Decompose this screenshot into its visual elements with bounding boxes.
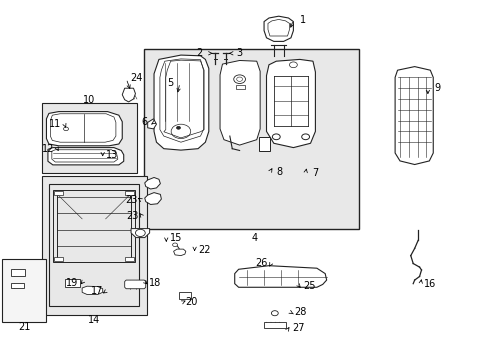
Text: 20: 20 bbox=[185, 297, 198, 307]
Polygon shape bbox=[173, 249, 185, 256]
Text: 4: 4 bbox=[251, 233, 257, 243]
Polygon shape bbox=[144, 193, 161, 204]
Text: 27: 27 bbox=[291, 323, 304, 333]
Bar bbox=[54, 257, 62, 261]
Polygon shape bbox=[144, 177, 160, 189]
Text: 18: 18 bbox=[149, 278, 162, 288]
Polygon shape bbox=[220, 60, 260, 145]
Text: 8: 8 bbox=[276, 167, 282, 177]
Bar bbox=[41, 103, 137, 173]
Text: 2: 2 bbox=[196, 48, 202, 58]
Text: 11: 11 bbox=[48, 119, 61, 129]
Bar bbox=[54, 191, 62, 195]
Text: 19: 19 bbox=[66, 278, 79, 288]
Circle shape bbox=[172, 243, 177, 247]
Text: 3: 3 bbox=[236, 48, 242, 58]
Bar bbox=[179, 292, 190, 299]
Text: 23: 23 bbox=[125, 211, 138, 221]
Polygon shape bbox=[82, 286, 102, 294]
Text: 6: 6 bbox=[141, 117, 147, 127]
Circle shape bbox=[271, 311, 278, 316]
Circle shape bbox=[233, 75, 245, 84]
Polygon shape bbox=[124, 280, 145, 289]
Polygon shape bbox=[122, 88, 135, 102]
Bar bbox=[49, 184, 139, 306]
Text: 1: 1 bbox=[300, 15, 305, 25]
Polygon shape bbox=[266, 59, 315, 148]
Text: 21: 21 bbox=[18, 322, 31, 332]
Polygon shape bbox=[131, 229, 149, 238]
Text: 13: 13 bbox=[106, 150, 119, 160]
Text: 12: 12 bbox=[41, 144, 54, 154]
Text: 14: 14 bbox=[88, 315, 101, 325]
Polygon shape bbox=[48, 148, 123, 165]
Text: 28: 28 bbox=[294, 307, 306, 318]
Circle shape bbox=[301, 134, 309, 140]
Text: 26: 26 bbox=[255, 258, 267, 268]
Circle shape bbox=[289, 62, 297, 68]
Bar bbox=[125, 257, 134, 261]
Text: 16: 16 bbox=[423, 279, 436, 289]
Circle shape bbox=[176, 126, 180, 129]
Text: 7: 7 bbox=[312, 168, 318, 178]
Bar bbox=[11, 283, 24, 288]
Text: 23: 23 bbox=[124, 195, 137, 205]
Bar bbox=[144, 49, 359, 229]
Bar bbox=[236, 85, 244, 89]
Bar bbox=[64, 279, 80, 287]
Text: 10: 10 bbox=[83, 95, 96, 105]
Bar bbox=[259, 137, 269, 151]
Bar bbox=[11, 269, 25, 276]
Bar bbox=[125, 191, 134, 195]
Polygon shape bbox=[264, 16, 293, 41]
Text: 24: 24 bbox=[129, 73, 142, 84]
Polygon shape bbox=[154, 55, 208, 150]
Circle shape bbox=[135, 229, 145, 237]
Bar bbox=[264, 322, 285, 328]
Text: 15: 15 bbox=[169, 233, 182, 243]
Text: 9: 9 bbox=[434, 83, 440, 93]
Polygon shape bbox=[147, 119, 156, 129]
Text: 17: 17 bbox=[90, 286, 103, 296]
Text: 25: 25 bbox=[302, 281, 315, 291]
Polygon shape bbox=[46, 112, 122, 146]
Circle shape bbox=[272, 134, 280, 140]
Polygon shape bbox=[394, 67, 432, 165]
Text: 5: 5 bbox=[167, 78, 173, 88]
Circle shape bbox=[63, 127, 68, 131]
Bar bbox=[41, 176, 146, 315]
Text: 22: 22 bbox=[198, 245, 210, 255]
Polygon shape bbox=[234, 266, 326, 287]
Bar bbox=[2, 259, 46, 322]
